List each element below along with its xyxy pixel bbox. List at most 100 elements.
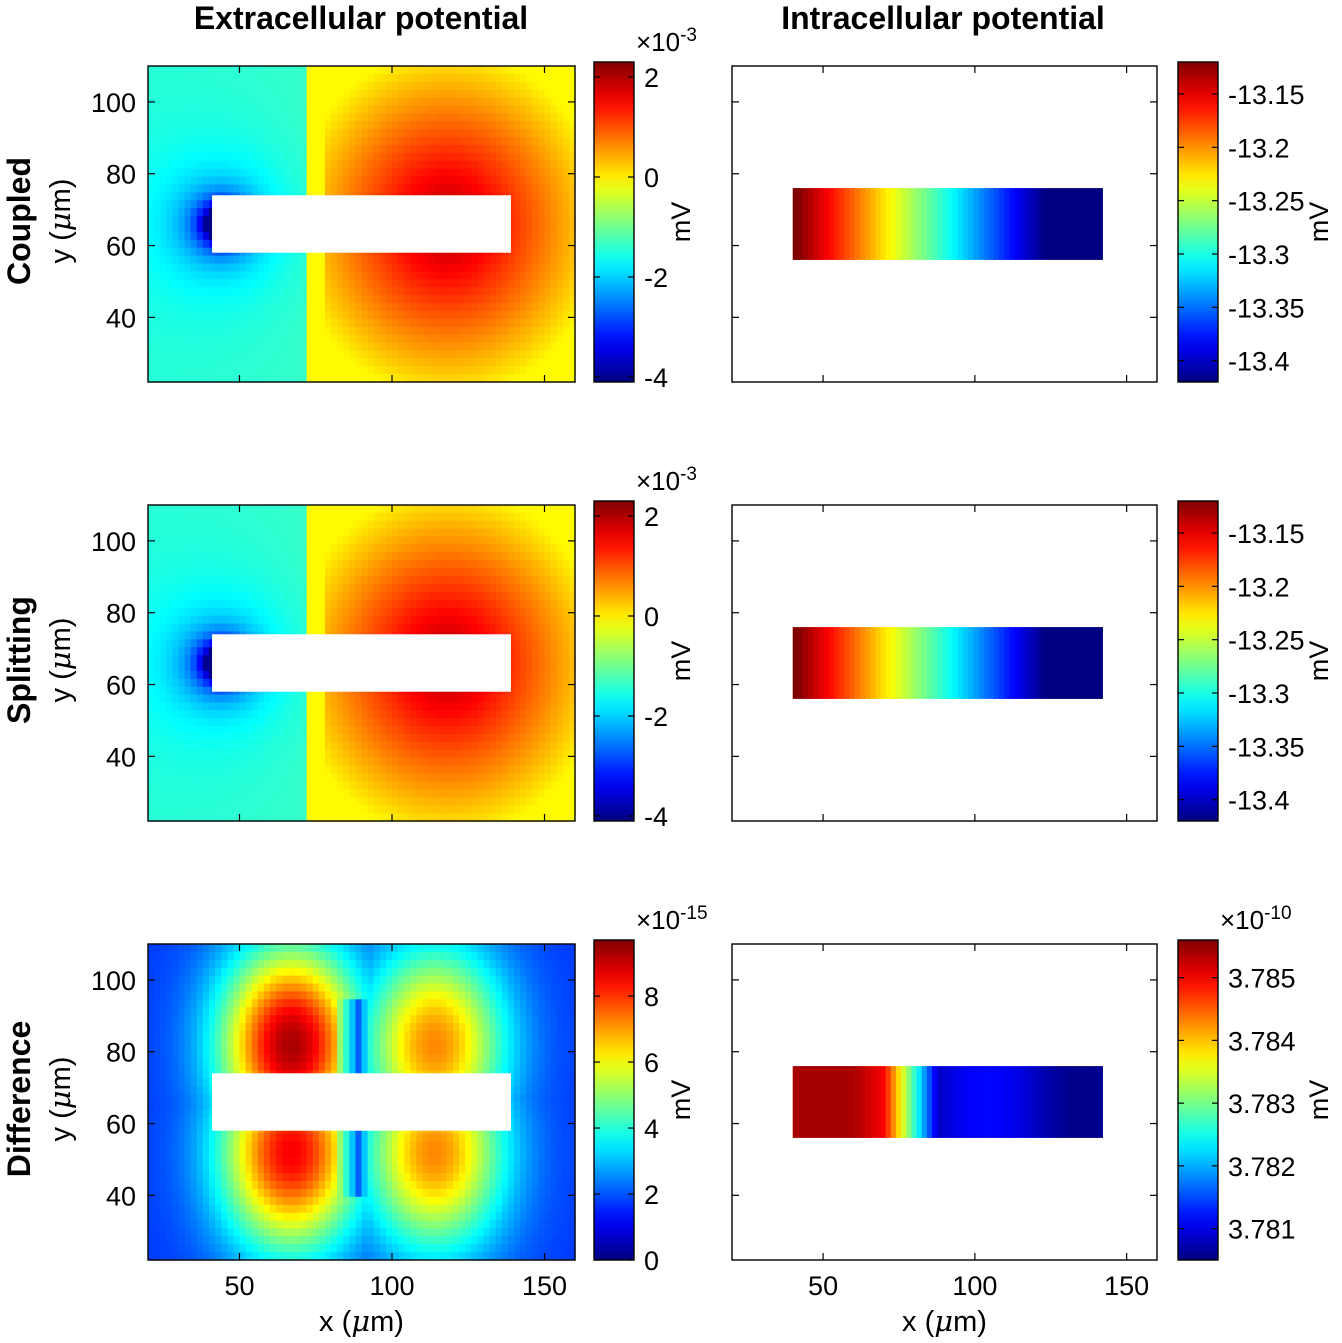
heatmap-cell bbox=[221, 742, 228, 751]
row-title: Coupled bbox=[1, 157, 37, 285]
heatmap-cell bbox=[385, 358, 393, 367]
heatmap-cell bbox=[416, 584, 424, 593]
heatmap-cell bbox=[148, 781, 155, 790]
heatmap-cell bbox=[190, 334, 198, 344]
heatmap-cell bbox=[160, 279, 167, 288]
heatmap-cell bbox=[318, 726, 326, 735]
heatmap-cell bbox=[465, 176, 472, 186]
heatmap-cell bbox=[245, 366, 253, 375]
heatmap-cell bbox=[166, 631, 173, 640]
heatmap-cell bbox=[160, 287, 167, 296]
heatmap-cell bbox=[251, 374, 259, 383]
heatmap-cell bbox=[440, 591, 448, 601]
heatmap-cell bbox=[465, 160, 472, 170]
heatmap-cell bbox=[160, 310, 167, 320]
heatmap-cell bbox=[154, 168, 161, 178]
heatmap-cell bbox=[282, 145, 289, 154]
heatmap-cell bbox=[507, 350, 515, 359]
heatmap-cell bbox=[331, 342, 338, 351]
heatmap-cell bbox=[154, 350, 161, 359]
heatmap-cell bbox=[282, 528, 289, 538]
heatmap-cell bbox=[202, 263, 210, 272]
heatmap-cell bbox=[221, 702, 228, 711]
heatmap-cell bbox=[434, 584, 442, 593]
heatmap-cell bbox=[251, 310, 259, 320]
heatmap-cell bbox=[404, 310, 411, 320]
heatmap-cell bbox=[428, 584, 436, 593]
heatmap-cell bbox=[501, 160, 509, 170]
heatmap-cell bbox=[306, 789, 314, 798]
heatmap-cell bbox=[880, 188, 887, 260]
heatmap-cell bbox=[196, 239, 204, 249]
heatmap-cell bbox=[300, 318, 308, 328]
heatmap-cell bbox=[495, 97, 503, 107]
heatmap-cell bbox=[172, 520, 180, 530]
heatmap-cell bbox=[398, 334, 405, 344]
heatmap-cell bbox=[495, 152, 503, 162]
heatmap-cell bbox=[532, 239, 539, 249]
heatmap-cell bbox=[288, 184, 295, 193]
heatmap-cell bbox=[556, 295, 564, 304]
heatmap-cell bbox=[568, 224, 576, 233]
heatmap-cell bbox=[215, 694, 222, 704]
heatmap-cell bbox=[184, 287, 192, 296]
heatmap-cell bbox=[178, 334, 186, 344]
heatmap-cell bbox=[306, 129, 314, 138]
heatmap-cell bbox=[154, 781, 161, 790]
colorbar-tick-label: -13.3 bbox=[1228, 240, 1290, 270]
heatmap-cell bbox=[501, 81, 509, 91]
heatmap-cell bbox=[209, 552, 216, 561]
heatmap-cell bbox=[184, 607, 192, 617]
heatmap-cell bbox=[154, 678, 161, 688]
heatmap-cell bbox=[300, 584, 308, 593]
heatmap-cell bbox=[520, 279, 527, 288]
heatmap-cell bbox=[160, 145, 167, 154]
heatmap-cell bbox=[166, 576, 173, 585]
heatmap-cell bbox=[416, 576, 424, 585]
heatmap-cell bbox=[318, 255, 326, 265]
heatmap-cell bbox=[172, 686, 180, 696]
heatmap-cell bbox=[215, 310, 222, 320]
heatmap-cell bbox=[148, 279, 155, 288]
heatmap-cell bbox=[166, 512, 173, 522]
heatmap-cell bbox=[477, 81, 485, 91]
heatmap-cell bbox=[349, 726, 356, 735]
heatmap-cell bbox=[166, 303, 173, 312]
heatmap-cell bbox=[507, 200, 515, 209]
heatmap-cell bbox=[343, 773, 350, 783]
heatmap-cell bbox=[166, 168, 173, 178]
heatmap-cell bbox=[184, 560, 192, 569]
heatmap-cell bbox=[312, 137, 320, 146]
heatmap-cell bbox=[263, 66, 271, 75]
heatmap-cell bbox=[544, 129, 552, 138]
heatmap-cell bbox=[209, 89, 216, 99]
heatmap-cell bbox=[331, 358, 338, 367]
heatmap-cell bbox=[196, 350, 204, 359]
heatmap-cell bbox=[233, 528, 241, 538]
heatmap-cell bbox=[276, 263, 283, 272]
heatmap-cell bbox=[337, 113, 344, 122]
heatmap-cell bbox=[239, 81, 247, 91]
heatmap-cell bbox=[385, 326, 393, 336]
heatmap-cell bbox=[221, 358, 228, 367]
heatmap-cell bbox=[257, 781, 265, 790]
heatmap-cell bbox=[453, 168, 460, 178]
axes-frame bbox=[731, 65, 1158, 383]
heatmap-cell bbox=[184, 576, 192, 585]
heatmap-cell bbox=[324, 374, 332, 383]
heatmap-cell bbox=[251, 591, 259, 601]
heatmap-cell bbox=[154, 137, 161, 146]
heatmap-cell bbox=[196, 655, 204, 664]
heatmap-cell bbox=[428, 528, 436, 538]
heatmap-cell bbox=[215, 568, 222, 577]
heatmap-cell bbox=[422, 805, 430, 814]
heatmap-cell bbox=[312, 813, 320, 822]
heatmap-cell bbox=[550, 176, 558, 186]
heatmap-cell bbox=[392, 710, 399, 719]
heatmap-cell bbox=[300, 81, 308, 91]
heatmap-cell bbox=[312, 742, 320, 751]
heatmap-cell bbox=[245, 781, 253, 790]
heatmap-cell bbox=[556, 200, 564, 209]
heatmap-cell bbox=[196, 168, 204, 178]
heatmap-cell bbox=[489, 145, 497, 154]
